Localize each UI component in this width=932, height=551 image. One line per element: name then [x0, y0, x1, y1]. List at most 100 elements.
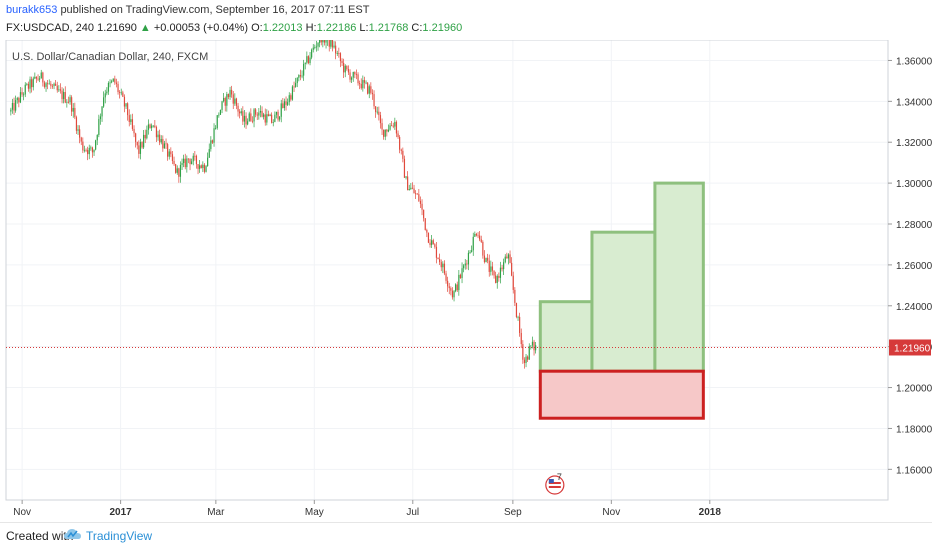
- candle-body: [315, 46, 318, 48]
- candle-body: [75, 117, 78, 131]
- author-link[interactable]: burakk653: [6, 4, 58, 16]
- candle-body: [202, 164, 204, 168]
- candle-body: [114, 78, 116, 83]
- candle-body: [464, 263, 466, 266]
- candle-body: [450, 288, 452, 291]
- candle: [373, 90, 375, 110]
- candle: [128, 109, 130, 127]
- candle-body: [506, 256, 508, 259]
- candle: [227, 93, 230, 100]
- candle: [13, 97, 15, 115]
- candle: [18, 96, 20, 108]
- candle: [251, 116, 254, 124]
- candle-body: [391, 125, 393, 127]
- candle: [344, 64, 346, 78]
- candle-body: [362, 80, 364, 89]
- price-change: +0.00053 (+0.04%): [153, 22, 249, 34]
- candle-body: [147, 124, 150, 130]
- candle: [143, 129, 145, 150]
- candle: [258, 108, 260, 120]
- candle-body: [239, 111, 241, 114]
- candle-body: [530, 345, 532, 347]
- candle-body: [143, 134, 145, 148]
- candle-body: [55, 83, 57, 86]
- candle: [469, 250, 471, 254]
- candle-body: [119, 92, 121, 93]
- candle: [109, 79, 111, 88]
- chart-area[interactable]: U.S. Dollar/Canadian Dollar, 240, FXCM 1…: [0, 25, 932, 522]
- candle: [503, 258, 505, 276]
- candle: [435, 241, 438, 264]
- candle: [423, 209, 425, 222]
- candle-body: [227, 94, 230, 98]
- candle: [421, 199, 423, 216]
- plot-frame: [5, 39, 889, 501]
- candle: [72, 103, 74, 118]
- candle: [215, 125, 217, 130]
- candle-body: [259, 110, 262, 113]
- candle: [339, 52, 342, 68]
- candle: [336, 50, 338, 56]
- candle: [71, 95, 73, 116]
- candle-body: [183, 158, 185, 164]
- candle-body: [242, 111, 244, 122]
- candle-body: [16, 98, 18, 101]
- candle-body: [83, 149, 86, 151]
- candle: [535, 341, 537, 354]
- candle: [519, 312, 521, 337]
- candle: [317, 42, 319, 51]
- candle: [53, 82, 55, 90]
- candle: [77, 125, 79, 135]
- candle: [23, 92, 25, 101]
- candle-body: [527, 356, 529, 360]
- x-tick-label: 2018: [699, 507, 722, 518]
- tradingview-brand[interactable]: TradingView: [86, 529, 153, 543]
- candle: [315, 40, 318, 52]
- candle: [314, 44, 316, 50]
- candle: [120, 88, 122, 96]
- candle-body: [319, 33, 321, 43]
- candle-body: [18, 98, 20, 103]
- candle-body: [152, 125, 154, 127]
- candle: [471, 245, 473, 253]
- candle: [67, 96, 70, 104]
- profit-target-zone: [590, 230, 657, 373]
- candle-body: [31, 79, 33, 88]
- candle-body: [226, 94, 228, 106]
- candle-body: [455, 284, 457, 292]
- candle: [498, 272, 500, 282]
- candle: [523, 357, 526, 369]
- candle: [504, 254, 506, 264]
- candle: [87, 146, 89, 161]
- candle-body: [498, 275, 500, 278]
- price-chart[interactable]: U.S. Dollar/Canadian Dollar, 240, FXCM 1…: [0, 25, 932, 522]
- candle: [354, 71, 356, 79]
- candle: [106, 87, 108, 96]
- candle-body: [162, 138, 164, 149]
- candle-body: [103, 97, 105, 107]
- candle: [483, 250, 486, 264]
- candle: [295, 77, 297, 88]
- candle-body: [224, 97, 226, 106]
- candle: [346, 65, 348, 71]
- candle: [47, 79, 49, 90]
- candle: [160, 135, 162, 145]
- candle-body: [107, 83, 110, 92]
- candle: [410, 183, 412, 191]
- candle-body: [112, 78, 114, 82]
- candle: [16, 96, 18, 104]
- candle: [312, 44, 314, 53]
- candle: [368, 84, 370, 99]
- candle-body: [263, 114, 265, 117]
- candle-body: [248, 113, 250, 122]
- candle-body: [419, 200, 422, 204]
- candle: [178, 167, 180, 183]
- candle: [264, 108, 266, 126]
- candle: [514, 287, 516, 307]
- candle-body: [15, 100, 17, 111]
- candle: [32, 76, 34, 91]
- candle-body: [250, 113, 252, 121]
- symbol-label[interactable]: FX:USDCAD, 240: [6, 22, 95, 34]
- candle-body: [26, 83, 28, 85]
- candle-body: [235, 98, 238, 106]
